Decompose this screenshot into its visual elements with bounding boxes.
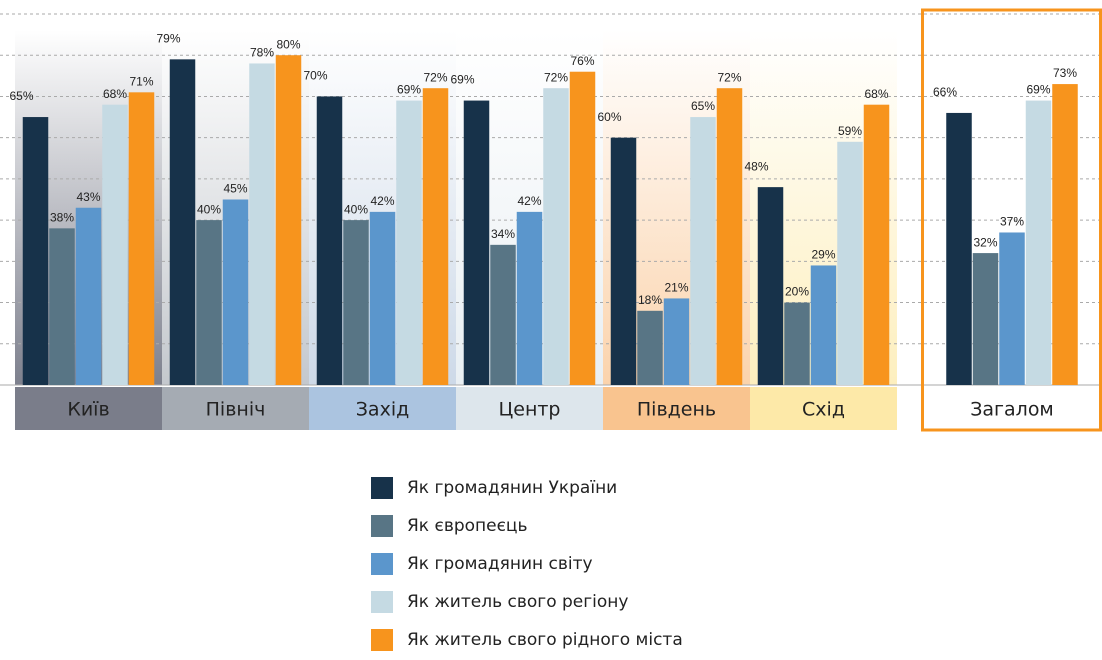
bar — [1025, 100, 1052, 386]
value-label: 42% — [517, 194, 541, 208]
legend-swatch — [371, 477, 393, 499]
bar — [837, 141, 863, 385]
bars: 65% 79% 70% 69% 60% 48% 66% 38% 40% 40% 34% 18% 20% 3… — [9, 32, 1078, 386]
value-label: 71% — [129, 74, 153, 88]
bar — [716, 88, 743, 385]
bar — [49, 228, 75, 385]
legend-label: Як громадянин України — [407, 478, 617, 498]
legend-swatch — [371, 553, 393, 575]
value-label: 65% — [691, 99, 715, 113]
bar — [369, 211, 396, 385]
legend-swatch — [371, 515, 393, 537]
category-label: Північ — [206, 399, 266, 421]
legend-swatch — [371, 591, 393, 613]
bar — [196, 220, 222, 385]
bar — [128, 92, 155, 386]
value-label: 72% — [423, 70, 447, 84]
bar — [569, 71, 596, 385]
bar — [810, 265, 837, 385]
category-label: Центр — [499, 399, 561, 421]
category-label: Загалом — [970, 399, 1054, 421]
category-label: Захід — [356, 399, 409, 421]
bar — [946, 112, 972, 385]
legend: Як громадянин України Як європеєць Як гром… — [371, 477, 683, 651]
bar — [757, 187, 784, 385]
value-label: 48% — [744, 159, 768, 173]
category-strip — [750, 387, 897, 430]
value-label: 40% — [197, 202, 221, 216]
bar — [343, 220, 369, 385]
value-label: 79% — [156, 32, 180, 46]
bar — [275, 55, 302, 385]
bar — [75, 207, 102, 385]
category-strip — [309, 387, 456, 430]
value-label: 21% — [664, 281, 688, 295]
value-label: 60% — [597, 110, 621, 124]
value-label: 68% — [864, 87, 888, 101]
legend-swatch — [371, 629, 393, 651]
bar — [396, 100, 422, 386]
legend-label: Як житель свого рідного міста — [407, 630, 683, 650]
bar — [972, 253, 999, 385]
category-strip — [456, 387, 603, 430]
value-label: 43% — [76, 190, 100, 204]
value-label: 40% — [344, 202, 368, 216]
value-label: 38% — [50, 211, 74, 225]
bar — [999, 232, 1025, 385]
bar — [637, 310, 663, 385]
value-label: 45% — [223, 182, 247, 196]
value-label: 42% — [370, 194, 394, 208]
category-strip — [162, 387, 309, 430]
bar — [663, 298, 690, 385]
value-label: 80% — [276, 37, 300, 51]
legend-label: Як житель свого регіону — [407, 592, 628, 612]
value-label: 29% — [811, 248, 835, 262]
bar — [316, 96, 343, 385]
value-label: 66% — [933, 85, 957, 99]
legend-label: Як європеєць — [407, 516, 528, 536]
bar — [516, 211, 543, 385]
value-label: 59% — [838, 124, 862, 138]
value-label: 76% — [570, 54, 594, 68]
bar — [490, 244, 516, 385]
category-strip — [15, 387, 162, 430]
value-label: 73% — [1053, 66, 1077, 80]
value-label: 72% — [717, 70, 741, 84]
value-label: 65% — [9, 89, 33, 103]
bar — [463, 100, 490, 386]
category-strip — [603, 387, 750, 430]
bar — [249, 63, 275, 385]
value-label: 32% — [973, 235, 997, 249]
value-label: 18% — [638, 293, 662, 307]
value-label: 37% — [1000, 215, 1024, 229]
bar — [784, 302, 810, 385]
bar — [1052, 84, 1078, 386]
legend-label: Як громадянин світу — [407, 554, 593, 574]
bar — [222, 199, 249, 385]
category-label: Південь — [637, 399, 716, 421]
bar — [690, 117, 716, 386]
category-strip — [922, 387, 1102, 430]
value-label: 69% — [1026, 83, 1050, 97]
category-label: Київ — [67, 399, 109, 421]
highlight-frame — [921, 8, 1102, 432]
bar — [22, 117, 49, 386]
bar — [863, 104, 890, 385]
grid — [0, 8, 1102, 432]
bar — [543, 88, 569, 385]
value-label: 68% — [103, 87, 127, 101]
category-label: Схід — [802, 399, 845, 421]
value-label: 72% — [544, 70, 568, 84]
bar — [102, 104, 128, 385]
value-label: 70% — [303, 69, 327, 83]
bar — [169, 59, 196, 385]
bar — [610, 137, 637, 385]
value-label: 34% — [491, 227, 515, 241]
value-label: 78% — [250, 46, 274, 60]
bar — [422, 88, 449, 385]
value-label: 69% — [450, 73, 474, 87]
value-label: 69% — [397, 83, 421, 97]
value-label: 20% — [785, 285, 809, 299]
